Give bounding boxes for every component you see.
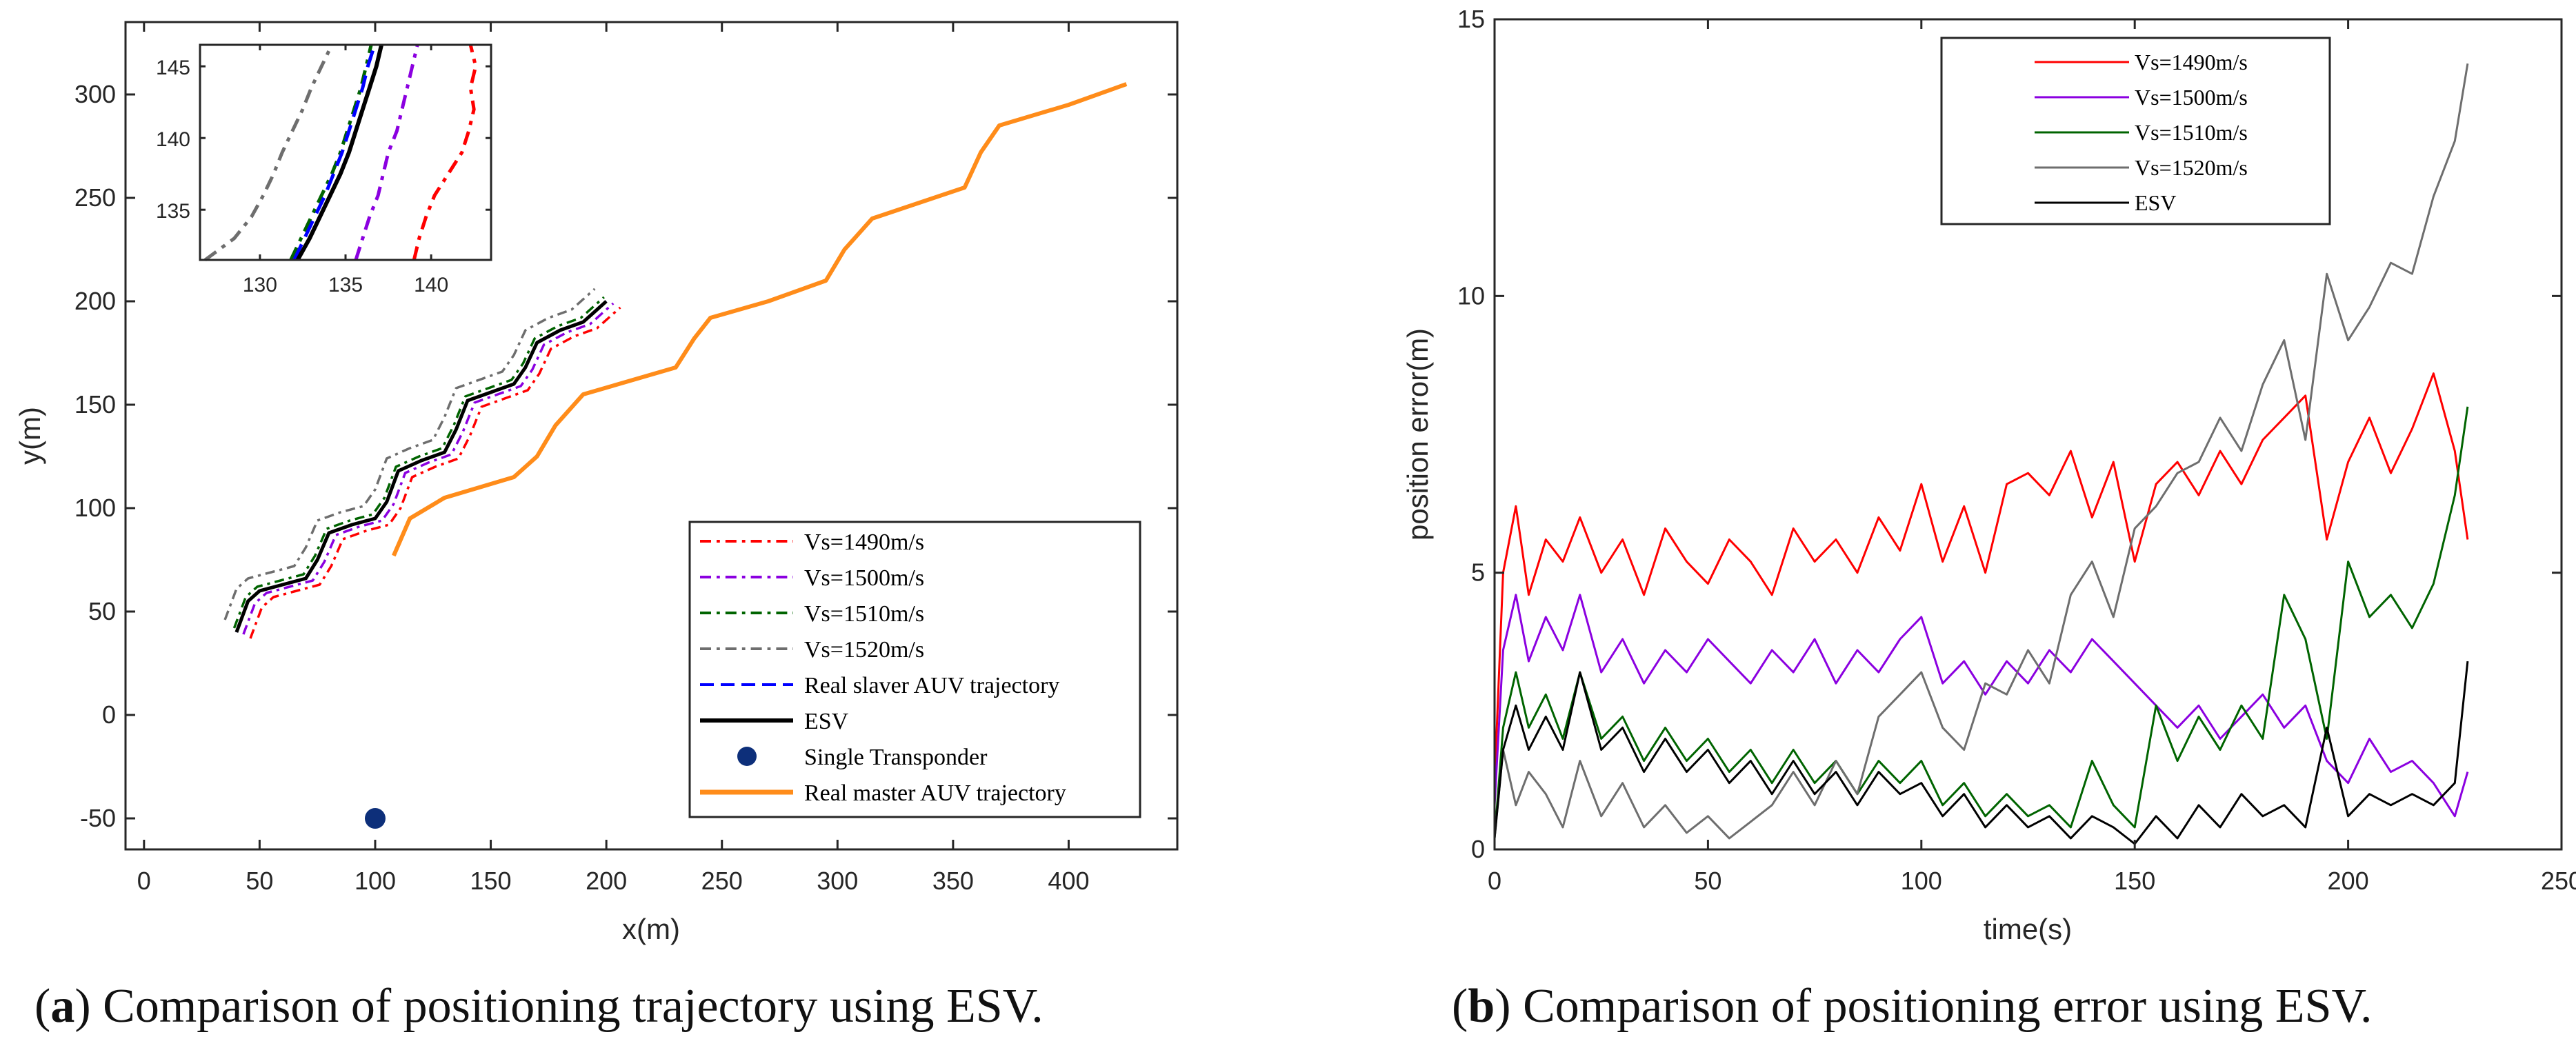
legend-b-box: [1940, 37, 2331, 225]
inset-series-vs-1490m-s: [412, 44, 478, 261]
a-ytick-label: 0: [102, 700, 116, 729]
inset-ticks: 130 135 140 135 140 145: [156, 45, 491, 296]
inset-ytick-label: 140: [156, 128, 190, 151]
b-xtick-label: 200: [2328, 867, 2369, 895]
a-xtick-label: 150: [470, 867, 512, 895]
a-xtick-label: 200: [586, 867, 627, 895]
a-xtick-label: 0: [137, 867, 151, 895]
legend-a-esv-label: ESV: [804, 709, 849, 734]
series-a-vs-1500m-s: [242, 302, 615, 635]
inset-series-real-slaver-auv-trajectory: [292, 44, 377, 261]
series-a-real-master-auv-trajectory: [392, 82, 1128, 557]
a-ytick-label: 50: [88, 597, 116, 625]
legend-a-vs-1500m-s-label: Vs=1500m/s: [804, 565, 924, 591]
a-xtick-label: 250: [701, 867, 743, 895]
series-b-esv: [1493, 660, 2469, 845]
legend-a-vs-1510m-s-label: Vs=1510m/s: [804, 601, 924, 627]
legend-a-single-transponder-marker: [737, 747, 757, 766]
caption-b-text: Comparison of positioning error using ES…: [1523, 980, 2373, 1033]
b-xtick-label: 50: [1694, 867, 1721, 895]
b-xtick-label: 150: [2114, 867, 2155, 895]
b-ytick-label: 15: [1457, 5, 1485, 33]
a-ytick-label: -50: [80, 804, 116, 832]
inset-series-vs-1500m-s: [354, 44, 419, 261]
chart-b-ylabel: position error(m): [1401, 328, 1434, 541]
legend-a-box: [688, 521, 1141, 818]
b-ytick-label: 10: [1457, 281, 1485, 310]
legend-b-vs-1510m-s-label: Vs=1510m/s: [2135, 120, 2248, 145]
a-ytick-label: 100: [74, 494, 116, 522]
a-xtick-label: 100: [355, 867, 396, 895]
series-b-vs-1520m-s: [1493, 63, 2469, 840]
chart-a-ylabel: y(m): [14, 407, 46, 465]
b-xtick-label: 0: [1488, 867, 1501, 895]
inset-xtick-label: 135: [328, 274, 363, 296]
caption-a-tag: a: [50, 980, 75, 1033]
chart-a-xlabel: x(m): [622, 913, 680, 945]
series-b-vs-1500m-s: [1493, 594, 2469, 818]
legend-b-esv-label: ESV: [2135, 190, 2176, 215]
series-a-single-transponder-marker: [364, 808, 386, 829]
a-ytick-label: 150: [74, 390, 116, 418]
caption-b: (b) Comparison of positioning error usin…: [1452, 980, 2373, 1033]
chart-a-axes-box: [124, 21, 1179, 851]
a-xtick-label: 350: [932, 867, 974, 895]
chart-b-axes-box: [1493, 18, 2563, 851]
chart-b: 0 50 100 150 200 250 0 5 10 15 time(s) position e…: [1401, 5, 2576, 945]
chart-b-xlabel: time(s): [1984, 913, 2072, 945]
chart-a: 0 50 100 150 200 250 300 350 400 -50 0 50 100 150 200 2…: [14, 21, 1179, 945]
chart-a-series-group: [223, 82, 1128, 829]
legend-b-vs-1520m-s-label: Vs=1520m/s: [2135, 155, 2248, 180]
inset-plot-area: [200, 45, 491, 260]
b-ytick-label: 0: [1471, 835, 1485, 863]
legend-a-items: Vs=1490m/s Vs=1500m/s Vs=1510m/s Vs=1520m/s…: [700, 530, 1066, 806]
legend-a-single-transponder-label: Single Transponder: [804, 745, 988, 770]
legend-b-items: Vs=1490m/s Vs=1500m/s Vs=1510m/s Vs=1520m/s…: [2035, 50, 2248, 215]
caption-b-tag: b: [1468, 980, 1495, 1033]
legend-a-real-slaver-auv-trajectory-label: Real slaver AUV trajectory: [804, 673, 1059, 698]
inset-xtick-label: 140: [414, 274, 448, 296]
series-a-vs-1510m-s: [232, 296, 605, 629]
chart-b-series-group: [1493, 63, 2469, 845]
inset-ytick-label: 135: [156, 200, 190, 223]
chart-a-inset: 130 135 140 135 140 145: [156, 43, 492, 296]
a-xtick-label: 400: [1048, 867, 1089, 895]
caption-a-text: Comparison of positioning trajectory usi…: [103, 980, 1044, 1033]
a-ytick-label: 300: [74, 80, 116, 108]
legend-b-vs-1490m-s-label: Vs=1490m/s: [2135, 50, 2248, 74]
inset-series-esv: [295, 44, 384, 261]
series-a-esv: [234, 300, 608, 633]
series-a-vs-1520m-s: [223, 288, 596, 621]
series-b-vs-1490m-s: [1493, 372, 2469, 783]
a-ytick-label: 200: [74, 287, 116, 315]
b-xtick-label: 250: [2541, 867, 2576, 895]
a-ytick-label: 250: [74, 183, 116, 212]
chart-b-legend: Vs=1490m/s Vs=1500m/s Vs=1510m/s Vs=1520m/s…: [1940, 37, 2331, 225]
legend-a-real-master-auv-trajectory-label: Real master AUV trajectory: [804, 780, 1066, 806]
inset-series-vs-1520m-s: [203, 43, 334, 262]
a-xtick-label: 300: [817, 867, 858, 895]
chart-a-legend: Vs=1490m/s Vs=1500m/s Vs=1510m/s Vs=1520m/s…: [688, 521, 1141, 818]
legend-b-vs-1500m-s-label: Vs=1500m/s: [2135, 85, 2248, 110]
b-xtick-label: 100: [1901, 867, 1942, 895]
inset-series-group: [203, 43, 478, 262]
inset-xtick-label: 130: [243, 274, 277, 296]
legend-a-vs-1490m-s-label: Vs=1490m/s: [804, 530, 924, 555]
chart-a-ticks: 0 50 100 150 200 250 300 350 400 -50 0 50 100 150 200 2…: [74, 22, 1177, 895]
legend-a-vs-1520m-s-label: Vs=1520m/s: [804, 637, 924, 663]
chart-b-ticks: 0 50 100 150 200 250 0 5 10 15: [1457, 5, 2576, 895]
caption-a: (a) Comparison of positioning trajectory…: [34, 980, 1044, 1033]
series-b-vs-1510m-s: [1493, 406, 2469, 839]
inset-ytick-label: 145: [156, 57, 190, 79]
series-a-vs-1490m-s: [249, 306, 621, 639]
b-ytick-label: 5: [1471, 558, 1485, 587]
a-xtick-label: 50: [246, 867, 273, 895]
